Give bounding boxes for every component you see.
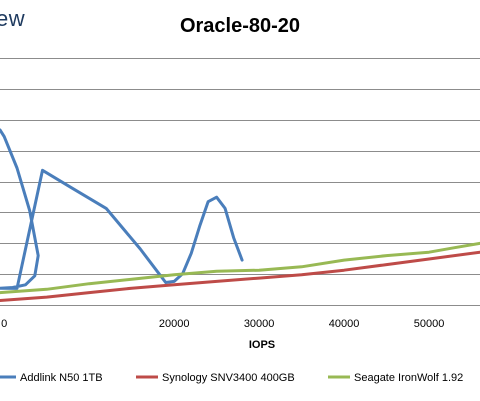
x-tick-label: 40000	[329, 318, 360, 330]
series-line	[0, 250, 480, 302]
chart-title: Oracle-80-20	[179, 15, 301, 37]
x-tick-label: 50000	[414, 318, 445, 330]
x-tick-label: 20000	[159, 318, 190, 330]
series-line	[0, 128, 244, 290]
x-tick-label: 30000	[244, 318, 275, 330]
legend-label: Addlink N50 1TB	[20, 372, 103, 384]
x-axis-label: IOPS	[249, 339, 275, 351]
legend-label: Seagate IronWolf 1.92	[354, 372, 463, 384]
brand-logo: ew	[0, 6, 26, 31]
legend-label: Synology SNV3400 400GB	[162, 372, 295, 384]
series-line	[0, 241, 480, 295]
x-tick-label: 0	[1, 318, 7, 330]
